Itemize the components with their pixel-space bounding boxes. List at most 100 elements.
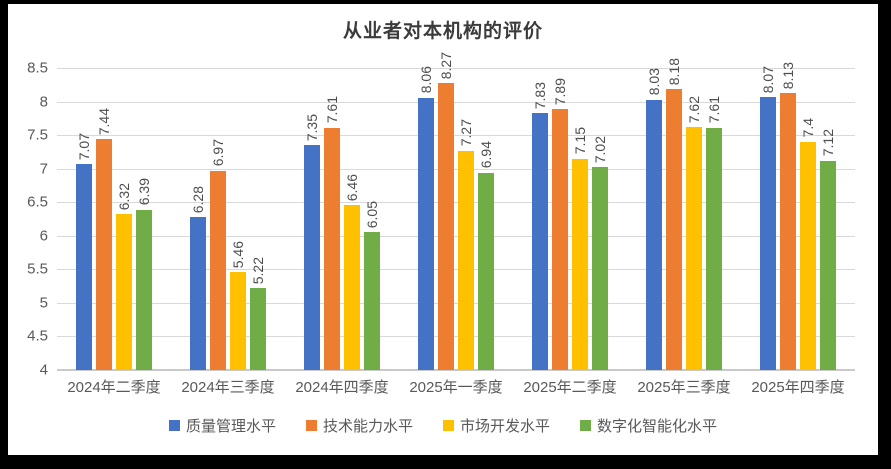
bar-group: 6.28 6.97 5.46 5.22 [171, 68, 285, 370]
bar: 6.97 [210, 139, 226, 370]
y-axis-tick-label: 5 [39, 294, 48, 312]
bar: 6.05 [364, 201, 380, 370]
bar-value-label: 7.62 [686, 95, 702, 124]
bar: 7.89 [552, 78, 568, 370]
bar-value-label: 8.07 [760, 65, 776, 93]
y-axis-tick-label: 6.5 [27, 193, 48, 211]
x-axis-category-label: 2025年一季度 [409, 379, 503, 396]
bar-value-label: 5.22 [250, 256, 266, 285]
bar-value-label: 7.44 [96, 107, 112, 136]
bar-group: 7.35 7.61 6.46 6.05 [285, 68, 399, 370]
bar-value-label: 8.13 [780, 61, 796, 89]
bar: 8.03 [646, 68, 662, 370]
bar: 6.46 [344, 174, 360, 370]
legend: 质量管理水平 技术能力水平 市场开发水平 数字化智能化水平 [8, 415, 878, 436]
bar-value-label: 7.02 [592, 136, 608, 164]
bar: 7.02 [592, 136, 608, 370]
legend-item: 质量管理水平 [168, 415, 276, 436]
bar-group: 8.03 8.18 7.62 7.61 [627, 58, 741, 370]
x-axis-category-label: 2024年三季度 [181, 379, 275, 396]
bar-value-label: 7.35 [304, 113, 320, 142]
gridline [57, 68, 855, 69]
chart-canvas: 从业者对本机构的评价 8.5 8 7.5 7 6.5 6 5.5 5 4.5 4 7.07 7.44… [8, 4, 878, 455]
legend-item: 市场开发水平 [443, 415, 550, 436]
y-axis-tick-label: 5.5 [27, 260, 48, 278]
bar: 8.13 [780, 62, 796, 370]
bar: 7.61 [706, 96, 722, 370]
bar-value-label: 6.97 [210, 139, 226, 167]
bar: 7.4 [800, 118, 816, 370]
y-axis-tick-label: 4.5 [27, 327, 48, 345]
gridline [57, 269, 855, 271]
bar-groups: 7.07 7.44 6.32 6.39 6.28 6.97 5.46 5.22 7.35 7.61… [57, 52, 855, 370]
y-axis-tick-label: 8 [39, 93, 48, 111]
bar-value-label: 8.18 [666, 58, 682, 86]
bar-value-label: 6.05 [364, 201, 380, 229]
x-axis-category-label: 2024年四季度 [295, 379, 389, 396]
bar: 7.62 [686, 96, 702, 370]
bar: 7.61 [324, 96, 340, 370]
y-axis-tick-label: 7.5 [27, 126, 48, 144]
bar-value-label: 7.89 [552, 77, 568, 105]
bar-group: 8.06 8.27 7.27 6.94 [399, 52, 513, 370]
x-axis-category-label: 2025年四季度 [751, 379, 845, 396]
legend-swatch [168, 420, 180, 431]
gridline [57, 202, 855, 204]
gridline [57, 101, 855, 103]
bar-value-label: 8.06 [418, 66, 434, 94]
bar: 5.22 [250, 257, 266, 370]
bar-value-label: 6.32 [116, 183, 132, 211]
bar-value-label: 6.39 [136, 178, 152, 206]
bar-group: 8.07 8.13 7.4 7.12 [741, 62, 855, 370]
chart-title: 从业者对本机构的评价 [342, 21, 543, 42]
bar-value-label: 7.15 [572, 127, 588, 155]
x-axis-category-label: 2025年三季度 [637, 379, 731, 396]
bar-group: 7.83 7.89 7.15 7.02 [513, 68, 627, 370]
legend-label: 数字化智能化水平 [597, 418, 718, 435]
bar-value-label: 7.4 [800, 118, 816, 138]
bar-value-label: 7.07 [76, 132, 92, 160]
bar-value-label: 7.12 [820, 129, 836, 157]
gridline [57, 336, 855, 338]
legend-label: 市场开发水平 [460, 418, 551, 435]
bar-value-label: 7.61 [324, 96, 340, 124]
bar: 8.07 [760, 66, 776, 370]
legend-swatch [580, 420, 592, 431]
bar-value-label: 6.28 [190, 185, 206, 213]
gridline [57, 235, 855, 237]
bar: 7.27 [458, 119, 474, 370]
legend-label: 技术能力水平 [322, 418, 413, 435]
y-axis-tick-label: 8.5 [27, 59, 48, 77]
bar-value-label: 5.46 [230, 240, 246, 269]
x-axis-labels: 2024年二季度 2024年三季度 2024年四季度 2025年一季度 2025年二季度… [57, 376, 855, 397]
bar: 5.46 [230, 241, 246, 370]
bar-group: 7.07 7.44 6.32 6.39 [57, 68, 171, 370]
bar: 6.39 [136, 178, 152, 370]
plot-area: 7.07 7.44 6.32 6.39 6.28 6.97 5.46 5.22 7.35 7.61… [57, 52, 855, 371]
x-axis-category-label: 2024年二季度 [67, 379, 161, 396]
bar: 8.27 [438, 52, 454, 370]
bar-value-label: 7.61 [706, 96, 722, 124]
bar-value-label: 8.03 [646, 68, 662, 96]
legend-item: 数字化智能化水平 [580, 415, 717, 436]
gridline [57, 135, 855, 137]
bar: 7.15 [572, 127, 588, 370]
gridline [57, 168, 855, 170]
gridline [57, 302, 855, 304]
x-axis-category-label: 2025年二季度 [523, 379, 617, 396]
legend-label: 质量管理水平 [185, 418, 276, 435]
bar-value-label: 7.83 [532, 81, 548, 109]
bar: 7.83 [532, 82, 548, 370]
bar: 7.35 [304, 114, 320, 370]
y-axis-tick-label: 7 [39, 160, 48, 178]
bar: 7.07 [76, 133, 92, 370]
bar-value-label: 7.27 [458, 119, 474, 147]
bar-value-label: 8.27 [438, 52, 454, 80]
legend-swatch [443, 420, 454, 431]
y-axis-tick-label: 6 [39, 227, 48, 245]
bar: 7.44 [96, 108, 112, 370]
bar: 8.18 [666, 58, 682, 370]
bar-value-label: 6.94 [478, 141, 494, 169]
y-axis-labels: 8.5 8 7.5 7 6.5 6 5.5 5 4.5 4 [8, 60, 48, 379]
